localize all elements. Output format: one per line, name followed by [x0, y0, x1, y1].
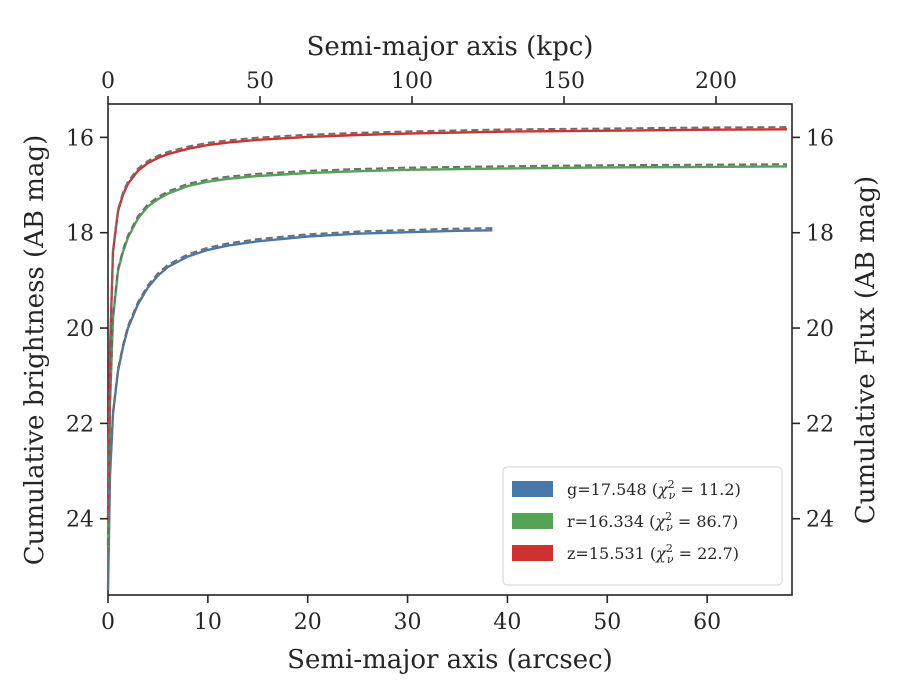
legend-label: g=17.548 (χ2 ν = 11.2)	[567, 478, 741, 502]
series-line-z	[106, 128, 788, 519]
legend-box	[502, 466, 783, 586]
x-tick-label: 40	[493, 610, 521, 635]
legend-series-name: r=16.334 (	[567, 512, 655, 531]
y2-tick-label: 22	[806, 412, 834, 437]
x-tick-label: 10	[194, 610, 222, 635]
legend-label: r=16.334 (χ2 ν = 86.7)	[567, 510, 738, 534]
curves-layer	[106, 126, 788, 591]
legend-items: g=17.548 (χ2 ν = 11.2) r=16.334 (χ2 ν = 86.…	[512, 478, 741, 566]
x-tick-label: 60	[693, 610, 721, 635]
legend-chi2-value: = 86.7)	[673, 512, 738, 531]
x2-tick-label: 0	[101, 69, 115, 94]
chi-symbol: χ	[657, 480, 669, 499]
legend: g=17.548 (χ2 ν = 11.2) r=16.334 (χ2 ν = 86.…	[502, 466, 783, 586]
plot-frame	[107, 103, 793, 596]
x2-tick-label: 150	[543, 69, 585, 94]
y2-axis-label: Cumulative Flux (AB mag)	[851, 176, 881, 524]
x-axis-label: Semi-major axis (arcsec)	[287, 645, 613, 675]
legend-series-name: g=17.548 (	[567, 480, 658, 499]
y-tick-label: 22	[66, 412, 94, 437]
x2-tick-label: 200	[695, 69, 737, 94]
x-tick-label: 50	[593, 610, 621, 635]
x-tick-label: 30	[394, 610, 422, 635]
legend-chi2-value: = 22.7)	[674, 544, 739, 563]
model-line-z	[107, 126, 788, 517]
y-tick-label: 18	[66, 222, 94, 247]
model-line-g	[107, 227, 493, 589]
y2-tick-label: 18	[806, 222, 834, 247]
ticks-layer: 0 10 20 30 40 50 60 0 50 100 150 200 16 16 18 18 20 20 22 2…	[66, 69, 834, 635]
x-tick-label: 20	[294, 610, 322, 635]
y2-tick-label: 16	[806, 126, 834, 151]
y-tick-label: 20	[66, 317, 94, 342]
legend-chi2-value: = 11.2)	[675, 480, 740, 499]
x2-axis-label: Semi-major axis (kpc)	[307, 32, 594, 62]
y2-tick-label: 20	[806, 317, 834, 342]
series-line-g	[106, 229, 493, 591]
x-tick-label: 0	[101, 610, 115, 635]
x2-tick-label: 100	[391, 69, 433, 94]
legend-swatch	[512, 481, 553, 497]
legend-series-name: z=15.531 (	[567, 544, 656, 563]
legend-label: z=15.531 (χ2 ν = 22.7)	[567, 542, 739, 566]
legend-swatch	[512, 545, 553, 561]
y2-tick-label: 24	[806, 508, 834, 533]
chi-symbol: χ	[655, 544, 667, 563]
y-axis-label: Cumulative brightness (AB mag)	[20, 135, 50, 566]
y-tick-label: 16	[66, 126, 94, 151]
x2-tick-label: 50	[246, 69, 274, 94]
y-tick-label: 24	[66, 508, 94, 533]
legend-swatch	[512, 513, 553, 529]
chi-symbol: χ	[654, 512, 666, 531]
